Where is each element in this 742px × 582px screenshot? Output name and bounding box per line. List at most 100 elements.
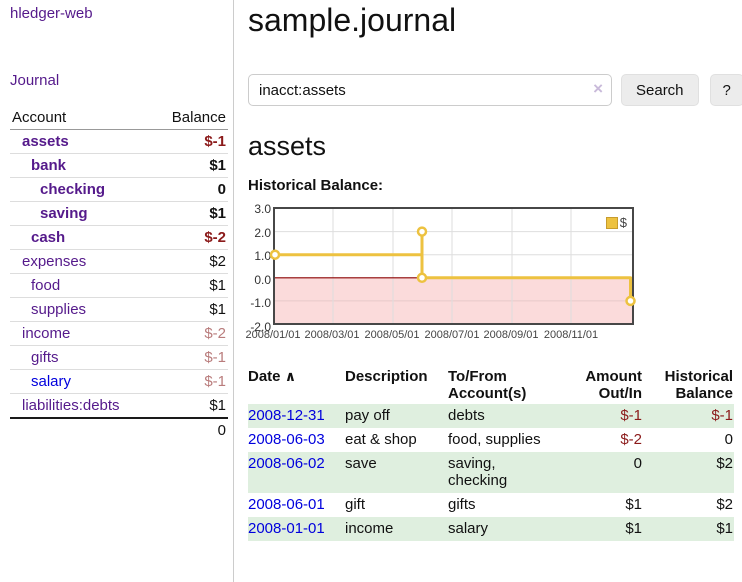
- transaction-accounts: salary: [448, 517, 548, 541]
- account-row: bank $1: [10, 153, 228, 178]
- transaction-accounts: gifts: [448, 496, 476, 513]
- account-row: saving $1: [10, 201, 228, 226]
- data-point-markers: [269, 226, 636, 307]
- data-point-marker: [416, 272, 428, 284]
- transaction-date-link[interactable]: 2008-01-01: [248, 520, 325, 537]
- account-balance: $1: [153, 393, 228, 419]
- help-button[interactable]: ?: [709, 74, 742, 106]
- account-row: expenses $2: [10, 249, 228, 274]
- legend-swatch-icon: [605, 216, 618, 229]
- account-heading: assets: [248, 131, 327, 161]
- transaction-balance: $1: [643, 517, 734, 541]
- main-content: sample.journal × Search ? assets Histori…: [245, 0, 742, 541]
- x-tick-label: 2008/01/01: [245, 329, 301, 341]
- chart-gridlines: [275, 209, 632, 323]
- clear-search-icon[interactable]: ×: [593, 79, 603, 98]
- account-link-expenses[interactable]: expenses: [22, 253, 87, 270]
- account-link-saving[interactable]: saving: [40, 205, 88, 222]
- search-form: × Search ?: [248, 74, 742, 106]
- transaction-balance: $2: [716, 496, 733, 513]
- register-row[interactable]: 2008-06-01 gift gifts $1 $2: [248, 493, 734, 517]
- legend-label: $: [619, 215, 627, 230]
- data-point-marker: [269, 249, 281, 260]
- y-tick-label: 3.0: [254, 202, 271, 216]
- account-row: gifts $-1: [10, 345, 228, 370]
- account-link-checking[interactable]: checking: [40, 181, 106, 198]
- register-row[interactable]: 2008-12-31 pay off debts $-1 $-1: [248, 404, 734, 428]
- account-row: checking 0: [10, 177, 228, 202]
- account-balance: $-2: [153, 321, 228, 346]
- chart-plot-area[interactable]: $: [269, 207, 636, 325]
- transaction-date-link[interactable]: 2008-06-02: [248, 455, 325, 472]
- data-point-marker: [416, 226, 428, 237]
- transaction-date-link[interactable]: 2008-06-01: [248, 496, 325, 513]
- transaction-amount: $1: [548, 517, 643, 541]
- search-button[interactable]: Search: [621, 74, 699, 106]
- accounts-total-balance: 0: [153, 417, 228, 442]
- register-header-description: Description: [345, 368, 428, 385]
- x-tick-label: 2008/03/01: [304, 329, 360, 341]
- y-tick-label: -2.0: [250, 320, 271, 334]
- date-header-label: Date: [248, 368, 281, 385]
- x-tick-label: 2008/05/01: [364, 329, 420, 341]
- transaction-amount: $1: [625, 496, 642, 513]
- account-balance: $1: [153, 273, 228, 298]
- account-balance: $2: [153, 249, 228, 274]
- account-link-liabilities-debts[interactable]: liabilities:debts: [22, 397, 120, 414]
- register-row[interactable]: 2008-01-01 income salary $1 $1: [248, 517, 734, 541]
- account-row: liabilities:debts $1: [10, 393, 228, 419]
- register-table: Date ∧ Description To/From Account(s) Am…: [248, 366, 734, 541]
- account-balance: $1: [153, 297, 228, 322]
- account-balance: $-2: [153, 225, 228, 250]
- search-input[interactable]: [248, 74, 612, 106]
- transaction-balance: 0: [724, 431, 733, 448]
- account-link-supplies[interactable]: supplies: [31, 301, 87, 318]
- account-balance: $-1: [153, 129, 228, 154]
- register-row[interactable]: 2008-06-02 save saving, checking 0 $2: [248, 452, 734, 493]
- account-link-income[interactable]: income: [22, 325, 71, 342]
- chart-title: Historical Balance:: [248, 177, 384, 194]
- transaction-description: eat & shop: [345, 431, 417, 448]
- balance-chart-svg: [269, 209, 636, 323]
- account-balance: 0: [153, 177, 228, 202]
- account-link-bank[interactable]: bank: [31, 157, 67, 174]
- account-balance: $1: [153, 153, 228, 178]
- account-link-gifts[interactable]: gifts: [31, 349, 59, 366]
- account-row: food $1: [10, 273, 228, 298]
- register-header-row: Date ∧ Description To/From Account(s) Am…: [248, 366, 734, 404]
- transaction-accounts: food, supplies: [448, 431, 541, 448]
- sort-ascending-icon: ∧: [284, 368, 297, 384]
- accounts-table: Account Balance assets $-1 bank $1 check…: [10, 106, 228, 442]
- transaction-date-link[interactable]: 2008-06-03: [248, 431, 325, 448]
- accounts-header-account: Account: [10, 106, 154, 130]
- register-header-balance: Historical Balance: [664, 368, 733, 402]
- account-link-assets[interactable]: assets: [22, 133, 69, 150]
- chart-legend: $: [605, 215, 627, 230]
- account-balance: $-1: [153, 345, 228, 370]
- app-title-link[interactable]: hledger-web: [10, 5, 93, 22]
- search-box: ×: [248, 74, 612, 106]
- sidebar-item-journal[interactable]: Journal: [10, 72, 60, 89]
- account-link-food[interactable]: food: [31, 277, 61, 294]
- y-tick-label: -1.0: [250, 296, 271, 311]
- register-row[interactable]: 2008-06-03 eat & shop food, supplies $-2…: [248, 428, 734, 452]
- transaction-amount: $-2: [620, 431, 642, 448]
- account-link-salary[interactable]: salary: [31, 373, 72, 390]
- account-row: salary $-1: [10, 369, 228, 394]
- transaction-description: gift: [345, 496, 366, 513]
- page-title: sample.journal: [248, 2, 457, 38]
- transaction-description: save: [345, 452, 448, 493]
- transaction-date-link[interactable]: 2008-12-31: [248, 407, 325, 424]
- transaction-accounts: debts: [448, 404, 548, 428]
- register-header-date[interactable]: Date ∧: [248, 366, 345, 404]
- y-tick-label: 0.0: [254, 272, 271, 287]
- x-tick-label: 2008/09/01: [483, 329, 539, 341]
- transaction-amount: 0: [548, 452, 643, 493]
- x-tick-label: 2008/07/01: [424, 329, 480, 341]
- transaction-description: income: [345, 517, 448, 541]
- y-tick-label: 2.0: [254, 225, 271, 240]
- account-balance: $-1: [153, 369, 228, 394]
- transaction-accounts: saving, checking: [448, 452, 548, 493]
- account-link-cash[interactable]: cash: [31, 229, 66, 246]
- account-row: assets $-1: [10, 129, 228, 154]
